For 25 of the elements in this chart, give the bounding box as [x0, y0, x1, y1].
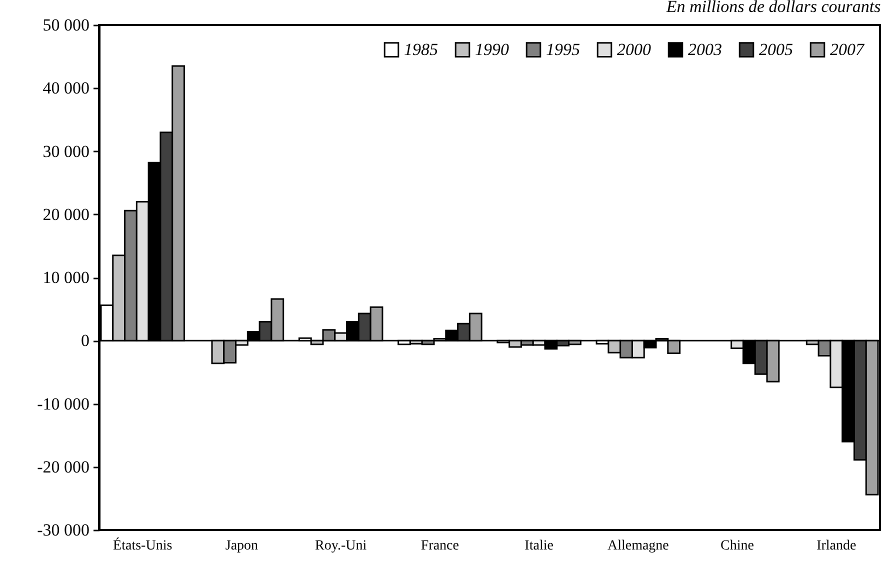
x-tick-label: France [420, 538, 459, 554]
x-tick-label: Allemagne [607, 538, 669, 554]
x-tick-label: Chine [720, 538, 754, 554]
y-tick-label: -20 000 [37, 457, 90, 476]
legend-label: 1990 [475, 40, 510, 59]
legend-label: 1995 [546, 40, 580, 59]
legend-label: 2007 [830, 40, 866, 59]
x-tick-label: Irlande [816, 538, 856, 554]
chart-title: En millions de dollars courants [665, 0, 882, 16]
legend-label: 2000 [617, 40, 652, 59]
y-tick-label: 20 000 [42, 204, 90, 224]
y-tick-label: 40 000 [42, 78, 90, 98]
y-tick-label: 0 [81, 331, 90, 350]
y-tick-label: 10 000 [42, 268, 90, 287]
y-tick-label: 30 000 [42, 142, 90, 161]
y-tick-label: 50 000 [42, 16, 90, 34]
x-tick-label: Roy.-Uni [315, 538, 367, 554]
y-tick-label: -10 000 [37, 394, 90, 414]
legend-label: 2003 [688, 40, 722, 59]
legend-label: 2005 [759, 40, 793, 59]
x-tick-label: Italie [524, 538, 554, 554]
x-tick-label: Japon [225, 538, 258, 554]
x-tick-label: États-Unis [113, 536, 172, 554]
legend-label: 1985 [404, 40, 438, 59]
y-tick-label: -30 000 [37, 520, 90, 540]
